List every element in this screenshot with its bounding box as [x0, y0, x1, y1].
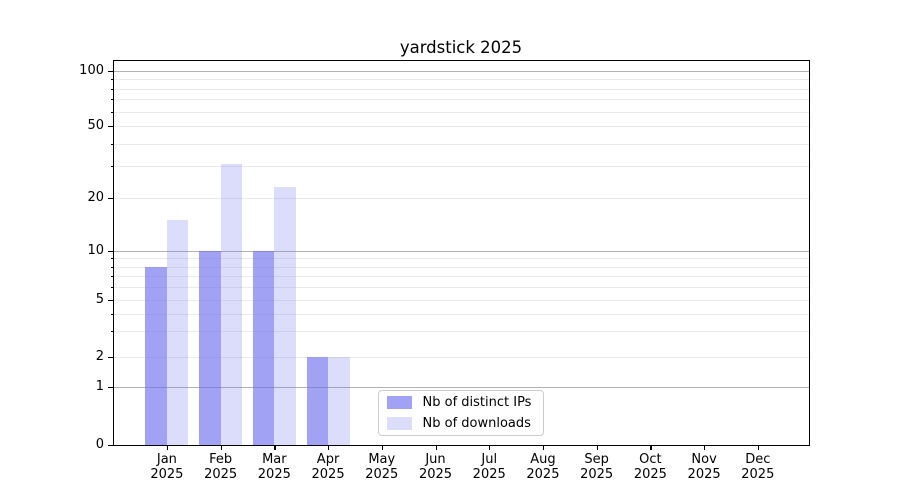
x-tick [489, 445, 491, 450]
y-gridline-minor [113, 356, 810, 358]
y-gridline-major [113, 387, 810, 388]
x-tick-label-mar: Mar 2025 [257, 452, 291, 482]
y-gridline-minor [113, 99, 810, 101]
y-minor-tick [110, 276, 114, 278]
y-minor-tick [110, 111, 114, 113]
bar-feb-nb-of-distinct-ips [199, 251, 221, 445]
y-gridline-minor [113, 79, 810, 81]
chart-title: yardstick 2025 [399, 38, 523, 57]
legend-label-nb-of-distinct-ips: Nb of distinct IPs [422, 395, 532, 410]
y-minor-tick [110, 79, 114, 81]
y-minor-tick [110, 166, 114, 168]
x-tick-label-nov: Nov 2025 [687, 452, 721, 482]
y-tick [108, 71, 114, 73]
y-tick-label: 50 [87, 118, 104, 133]
y-gridline-minor [113, 258, 810, 260]
y-minor-tick [110, 258, 114, 260]
y-tick-label: 2 [95, 348, 104, 364]
x-tick [596, 445, 598, 450]
y-gridline-minor [113, 166, 810, 168]
y-minor-tick [110, 331, 114, 333]
legend-label-nb-of-downloads: Nb of downloads [422, 416, 531, 431]
y-minor-tick [110, 143, 114, 145]
y-gridline-major [113, 71, 810, 72]
x-tick-label-feb: Feb 2025 [204, 452, 238, 482]
y-minor-tick [110, 88, 114, 90]
y-minor-tick [110, 287, 114, 289]
y-gridline-minor [113, 111, 810, 113]
legend-swatch-nb-of-distinct-ips [386, 396, 412, 409]
bar-mar-nb-of-downloads [274, 187, 296, 445]
x-tick [704, 445, 706, 450]
y-gridline-minor [113, 88, 810, 90]
bar-apr-nb-of-distinct-ips [306, 356, 329, 445]
x-tick [542, 445, 545, 450]
y-tick-label: 10 [87, 243, 104, 258]
y-tick-label: 0 [95, 437, 104, 452]
y-minor-tick [110, 313, 114, 315]
y-tick [108, 198, 114, 200]
x-tick [757, 445, 759, 450]
y-gridline-minor [113, 300, 810, 301]
y-tick-label: 20 [87, 190, 104, 205]
bar-apr-nb-of-downloads [328, 356, 350, 445]
bar-mar-nb-of-distinct-ips [252, 251, 275, 445]
x-tick-label-oct: Oct 2025 [633, 452, 667, 482]
x-tick [220, 445, 222, 450]
x-tick [650, 445, 652, 450]
y-tick [108, 445, 114, 447]
y-tick-label: 5 [95, 292, 104, 307]
y-tick-label: 1 [95, 379, 104, 394]
x-tick [166, 445, 169, 450]
y-gridline-minor [113, 143, 810, 145]
x-tick-label-aug: Aug 2025 [526, 452, 560, 482]
x-tick-label-jul: Jul 2025 [472, 452, 506, 482]
x-tick [435, 445, 437, 450]
bar-jan-nb-of-distinct-ips [145, 266, 167, 445]
y-gridline-minor [113, 198, 810, 199]
legend-swatch-nb-of-downloads [386, 417, 412, 430]
y-tick-label: 100 [79, 63, 104, 78]
y-gridline-minor [113, 126, 810, 127]
x-tick-label-jan: Jan 2025 [150, 452, 184, 482]
y-tick [108, 251, 114, 253]
y-gridline-minor [113, 331, 810, 333]
y-tick [108, 387, 114, 389]
x-tick [328, 445, 330, 450]
bar-jan-nb-of-downloads [166, 219, 189, 445]
bar-feb-nb-of-downloads [220, 163, 243, 445]
legend: Nb of distinct IPs Nb of downloads [377, 390, 544, 436]
x-tick [381, 445, 383, 450]
legend-item: Nb of downloads [386, 416, 533, 431]
y-minor-tick [110, 99, 114, 101]
y-gridline-minor [113, 287, 810, 289]
y-minor-tick [110, 266, 114, 268]
y-tick [108, 300, 114, 302]
y-gridline-minor [113, 276, 810, 278]
x-tick-label-may: May 2025 [365, 452, 399, 482]
x-tick-label-jun: Jun 2025 [418, 452, 453, 482]
y-tick [108, 126, 114, 128]
y-gridline-major [113, 251, 810, 252]
y-tick [108, 356, 114, 358]
x-tick-label-apr: Apr 2025 [311, 452, 345, 482]
x-tick-label-dec: Dec 2025 [741, 452, 775, 482]
x-tick [274, 445, 276, 450]
legend-item: Nb of distinct IPs [386, 395, 533, 410]
y-gridline-minor [113, 313, 810, 315]
y-gridline-minor [113, 266, 810, 268]
x-tick-label-sep: Sep 2025 [580, 452, 614, 482]
